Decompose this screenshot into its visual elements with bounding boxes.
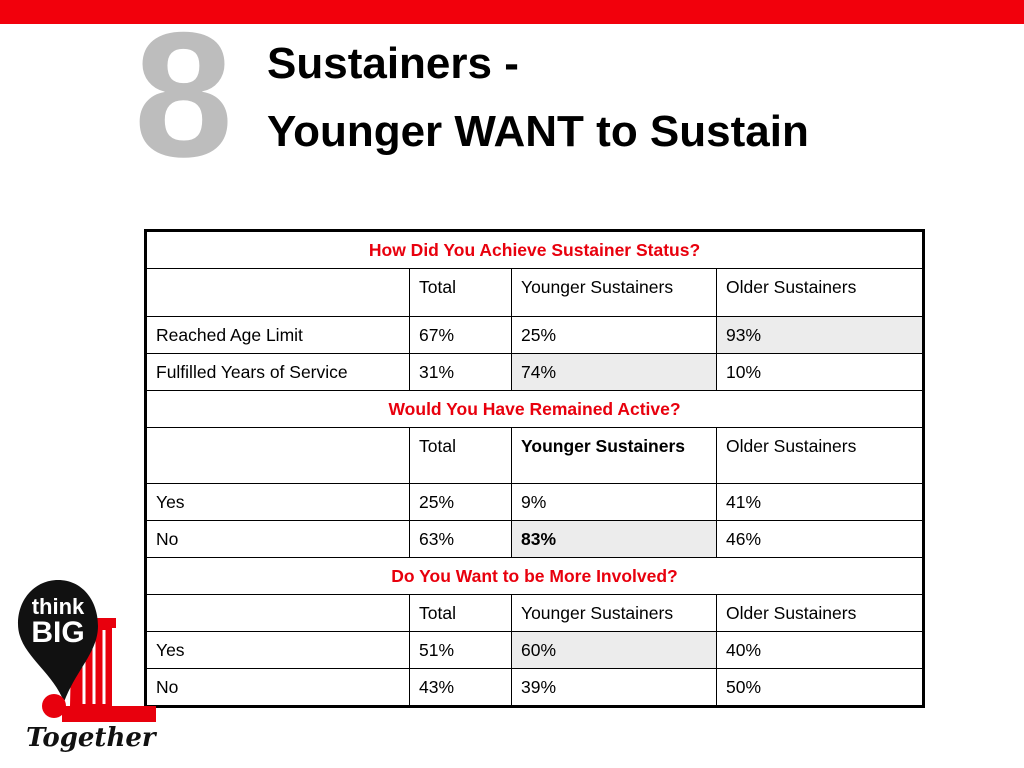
cell-total: 63% [409,520,512,558]
cell-younger: 9% [511,483,717,521]
column-header-total: Total [409,594,512,632]
row-label: Fulfilled Years of Service [145,353,410,391]
top-accent-bar [0,0,1024,24]
cell-total: 67% [409,316,512,354]
column-header-younger: Younger Sustainers [511,594,717,632]
row-label: Yes [145,631,410,669]
slide-title-line1: Sustainers - [267,39,519,88]
table-row: No 63% 83% 46% [145,520,925,558]
think-big-together-logo: think BIG Together [18,580,158,753]
row-label: No [145,668,410,707]
column-header-younger: Younger Sustainers [511,268,717,317]
cell-older: 46% [715,520,925,558]
section-heading: How Did You Achieve Sustainer Status? [144,230,925,269]
section-heading-row: How Did You Achieve Sustainer Status? [144,230,925,269]
row-label: Yes [145,483,410,521]
column-header-label [145,594,410,632]
sustainer-survey-table: How Did You Achieve Sustainer Status? To… [144,229,926,708]
cell-older: 50% [715,668,925,707]
column-header-older: Older Sustainers [715,594,925,632]
cell-total: 51% [409,631,512,669]
cell-younger-highlighted: 83% [511,520,717,558]
column-header-label [145,268,410,317]
column-header-younger-bold: Younger Sustainers [511,427,717,484]
cell-total: 25% [409,483,512,521]
cell-older-highlighted: 93% [715,316,925,354]
logo-red-dot [42,694,66,718]
table-row: Fulfilled Years of Service 31% 74% 10% [145,353,925,391]
table-row: Yes 25% 9% 41% [145,483,925,521]
row-label: No [145,520,410,558]
slide-number: 8 [134,0,233,194]
cell-younger-highlighted: 60% [511,631,717,669]
logo-think-text: think [32,594,85,619]
section-heading: Would You Have Remained Active? [144,390,925,428]
table-row: Yes 51% 60% 40% [145,631,925,669]
logo-together-text: Together [26,723,158,753]
section-heading-row: Would You Have Remained Active? [144,390,925,428]
column-header-row: Total Younger Sustainers Older Sustainer… [145,594,925,632]
cell-total: 43% [409,668,512,707]
cell-older: 40% [715,631,925,669]
logo-black-drop [18,580,98,702]
column-header-row: Total Younger Sustainers Older Sustainer… [145,427,925,484]
cell-older: 10% [715,353,925,391]
cell-total: 31% [409,353,512,391]
column-header-total: Total [409,268,512,317]
table-row: Reached Age Limit 67% 25% 93% [145,316,925,354]
section-heading-row: Do You Want to be More Involved? [144,557,925,595]
cell-younger: 39% [511,668,717,707]
cell-younger-highlighted: 74% [511,353,717,391]
column-header-older: Older Sustainers [715,268,925,317]
section-heading: Do You Want to be More Involved? [144,557,925,595]
column-header-row: Total Younger Sustainers Older Sustainer… [145,268,925,317]
column-header-label [145,427,410,484]
column-header-older: Older Sustainers [715,427,925,484]
column-header-total: Total [409,427,512,484]
logo-big-text: BIG [31,616,84,649]
row-label: Reached Age Limit [145,316,410,354]
table-row: No 43% 39% 50% [145,668,925,707]
cell-older: 41% [715,483,925,521]
slide-title-line2: Younger WANT to Sustain [267,107,809,156]
cell-younger: 25% [511,316,717,354]
